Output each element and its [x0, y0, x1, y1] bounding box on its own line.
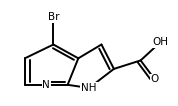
Text: Br: Br: [48, 12, 59, 22]
Text: N: N: [42, 80, 50, 90]
Text: OH: OH: [152, 37, 168, 47]
Text: NH: NH: [81, 83, 97, 93]
Text: O: O: [151, 75, 159, 84]
